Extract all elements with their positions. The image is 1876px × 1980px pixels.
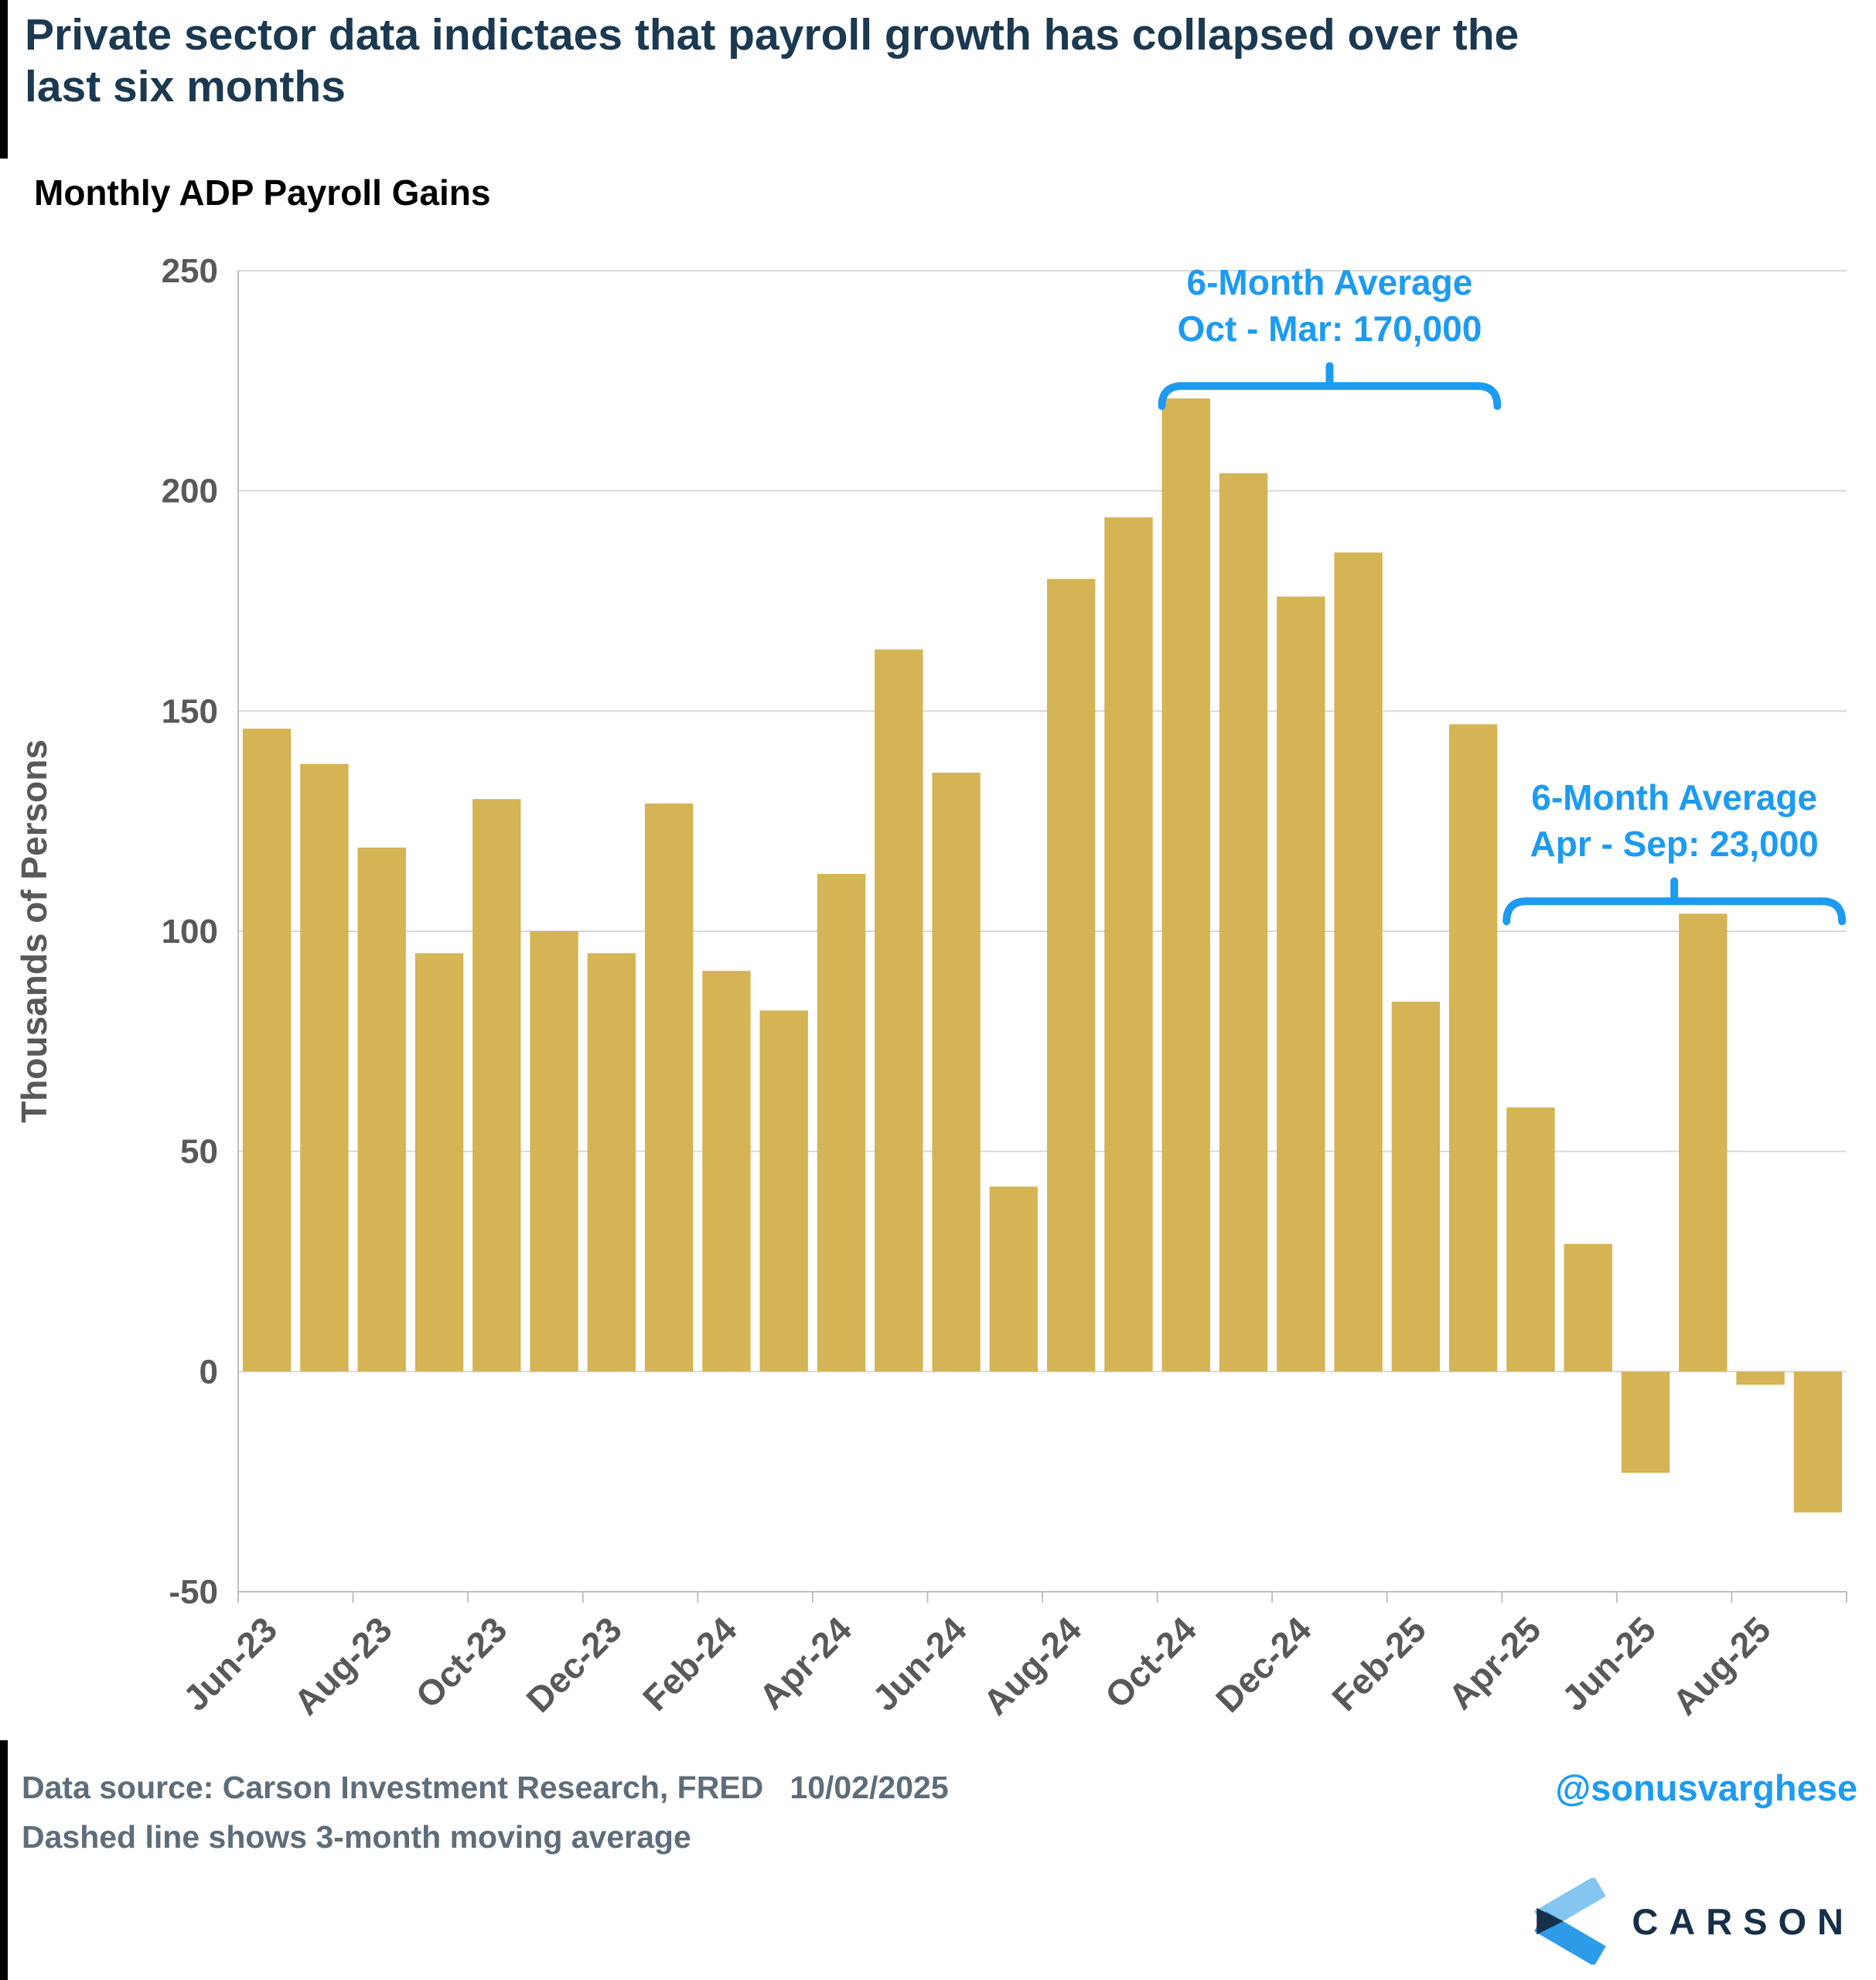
bar-Aug-24 — [1046, 579, 1096, 1372]
x-tick-label-Apr-25: Apr-25 — [1441, 1609, 1549, 1717]
x-tick-label-Aug-25: Aug-25 — [1665, 1609, 1779, 1722]
x-tick-label-Dec-24: Dec-24 — [1208, 1609, 1319, 1720]
annotation-2-line2: Apr - Sep: 23,000 — [1530, 824, 1819, 864]
bar-Jul-24 — [989, 1186, 1039, 1372]
bar-Jun-23 — [242, 729, 292, 1372]
bar-Mar-24 — [759, 1010, 808, 1372]
x-tick-label-Apr-24: Apr-24 — [751, 1609, 859, 1717]
annotation-1-line2: Oct - Mar: 170,000 — [1178, 309, 1482, 349]
x-tick-label-Dec-23: Dec-23 — [518, 1609, 629, 1719]
y-tick-label-100: 100 — [162, 913, 218, 951]
annotation-2-line1: 6-Month Average — [1531, 777, 1817, 818]
bar-Apr-25 — [1506, 1107, 1555, 1372]
bar-Dec-24 — [1277, 596, 1325, 1372]
bar-Nov-24 — [1219, 473, 1268, 1372]
y-tick-label-50: 50 — [180, 1133, 218, 1171]
author-handle-link[interactable]: @sonusvarghese — [1555, 1767, 1857, 1808]
bar-Jun-25 — [1621, 1371, 1670, 1473]
bar-Mar-25 — [1448, 724, 1498, 1372]
x-tick-label-Oct-23: Oct-23 — [408, 1609, 514, 1715]
bar-Dec-23 — [587, 953, 636, 1372]
bar-Nov-23 — [530, 931, 578, 1372]
bar-May-24 — [875, 649, 923, 1372]
bar-Aug-25 — [1736, 1371, 1785, 1385]
bar-Feb-24 — [702, 971, 751, 1372]
x-tick-label-Oct-24: Oct-24 — [1097, 1609, 1204, 1715]
bar-Sep-24 — [1104, 517, 1153, 1372]
y-tick-label-200: 200 — [162, 473, 218, 510]
bar-Sep-23 — [414, 953, 464, 1372]
x-tick-label-Feb-24: Feb-24 — [635, 1609, 745, 1719]
bar-Jul-23 — [300, 763, 349, 1372]
bar-Feb-25 — [1391, 1002, 1441, 1372]
y-tick-label-0: 0 — [200, 1353, 218, 1391]
x-tick-label-Jun-25: Jun-25 — [1554, 1609, 1663, 1719]
y-axis-title: Thousands of Persons — [14, 739, 54, 1123]
annotation-1-line1: 6-Month Average — [1187, 262, 1473, 302]
x-tick-label-Feb-25: Feb-25 — [1324, 1609, 1434, 1719]
data-source-note: Data source: Carson Investment Research,… — [22, 1770, 949, 1805]
carson-logo-text: CARSON — [1632, 1900, 1854, 1942]
footer-accent-bar — [0, 1740, 8, 1980]
bar-Apr-24 — [817, 873, 866, 1372]
bar-Jan-24 — [644, 803, 694, 1372]
logo-arrow-triangle — [1537, 1907, 1564, 1935]
moving-average-note: Dashed line shows 3-month moving average — [22, 1819, 691, 1855]
x-tick-label-Jun-23: Jun-23 — [176, 1609, 285, 1719]
x-tick-label-Aug-23: Aug-23 — [286, 1609, 400, 1722]
x-tick-label-Jun-24: Jun-24 — [865, 1609, 974, 1719]
page-title: Private sector data indictaes that payro… — [25, 10, 1520, 112]
y-tick-label--50: -50 — [169, 1573, 218, 1611]
title-accent-bar — [0, 0, 8, 159]
carson-logo: CARSON — [1523, 1878, 1854, 1965]
bar-Sep-25 — [1793, 1371, 1843, 1513]
bar-Oct-23 — [472, 799, 521, 1372]
bar-Jan-25 — [1334, 552, 1383, 1372]
bar-May-25 — [1564, 1244, 1612, 1372]
bar-Aug-23 — [357, 847, 406, 1372]
x-tick-label-Aug-24: Aug-24 — [975, 1609, 1089, 1722]
chart-subtitle: Monthly ADP Payroll Gains — [34, 172, 491, 213]
bar-Jun-24 — [932, 773, 981, 1372]
y-tick-label-250: 250 — [162, 252, 218, 290]
carson-logo-icon — [1534, 1878, 1606, 1965]
bar-Jul-25 — [1679, 913, 1728, 1372]
y-tick-label-150: 150 — [162, 692, 218, 730]
bar-Oct-24 — [1161, 398, 1210, 1372]
